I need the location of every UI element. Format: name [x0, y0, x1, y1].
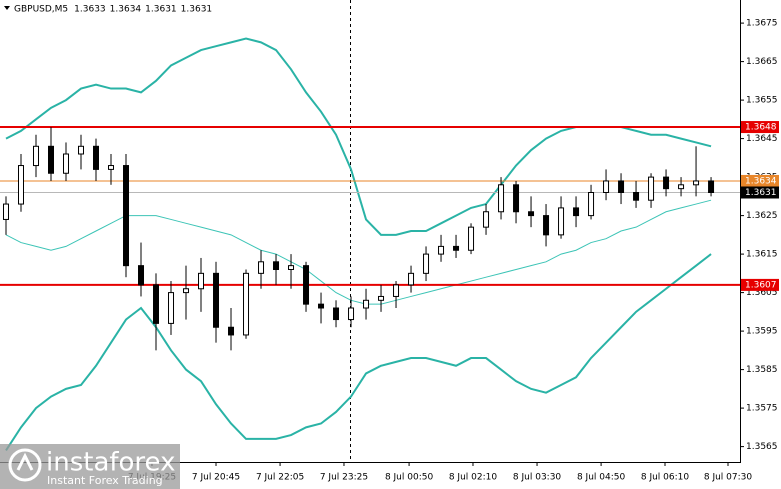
candle-body — [663, 176, 670, 190]
y-tick-label: 1.3605 — [746, 288, 778, 298]
plot-area — [0, 37, 740, 451]
y-tick-label: 1.3665 — [746, 57, 778, 67]
chart-title: GBPUSD,M5 — [14, 5, 68, 15]
candle-body — [228, 326, 235, 336]
candle-body — [213, 272, 220, 328]
candle-body — [633, 192, 640, 201]
menu-arrow — [4, 6, 10, 10]
candle-body — [393, 284, 400, 297]
candle-body — [603, 180, 610, 193]
candle-body — [78, 145, 85, 155]
candle-body — [318, 303, 325, 309]
title-value: 1.3631 — [145, 5, 177, 15]
x-tick-label: 7 Jul 22:05 — [256, 473, 304, 483]
y-tick-label: 1.3585 — [746, 365, 778, 375]
candle-body — [33, 145, 40, 167]
y-tick-label: 1.3655 — [746, 96, 778, 106]
candle-body — [648, 176, 655, 201]
y-tick-label: 1.3575 — [746, 404, 778, 414]
candle-body — [708, 180, 715, 193]
price-level-label: 1.3631 — [745, 188, 777, 198]
candle-body — [63, 153, 70, 174]
price-level-label-box — [741, 174, 779, 187]
x-tick-label: 8 Jul 03:30 — [513, 473, 562, 483]
candle-body — [18, 165, 25, 205]
candle-body — [198, 272, 205, 290]
x-tick-label: 8 Jul 02:10 — [449, 473, 498, 483]
price-level-label-box — [741, 278, 779, 291]
candle-body — [48, 145, 55, 174]
x-tick-label: 8 Jul 07:30 — [704, 473, 753, 483]
price-level-label-box — [741, 121, 779, 134]
candle-body — [108, 165, 115, 170]
candle-body — [138, 265, 145, 286]
candle-body — [558, 207, 565, 236]
candle-body — [93, 145, 100, 170]
candle-body — [543, 215, 550, 236]
title-value: 1.3631 — [181, 5, 213, 15]
candle-body — [498, 184, 505, 213]
candle-body — [468, 226, 475, 251]
candle-body — [618, 180, 625, 193]
title-value: 1.3634 — [110, 5, 142, 15]
candle-body — [273, 261, 280, 270]
candle-body — [453, 245, 460, 251]
candle-body — [123, 165, 130, 267]
title-value: 1.3633 — [74, 5, 106, 15]
candle-body — [243, 272, 250, 336]
y-tick-label: 1.3675 — [746, 19, 778, 29]
candle-body — [378, 295, 385, 301]
x-tick-label: 8 Jul 06:10 — [641, 473, 690, 483]
logo-icon-mark — [16, 452, 34, 471]
candle-body — [288, 265, 295, 270]
price-level-label-box — [741, 186, 779, 199]
candle-body — [513, 184, 520, 213]
candle-body — [153, 284, 160, 324]
candle-body — [348, 307, 355, 321]
price-level-label: 1.3648 — [745, 123, 777, 133]
logo-name: instaforex — [46, 448, 175, 478]
candle-body — [303, 265, 310, 305]
x-tick-label: 8 Jul 00:50 — [385, 473, 434, 483]
candle-body — [183, 288, 190, 294]
x-tick-label: 7 Jul 23:25 — [320, 473, 368, 483]
price-level-label: 1.3607 — [745, 280, 777, 290]
x-tick-label: 7 Jul 20:45 — [192, 473, 240, 483]
y-tick-label: 1.3615 — [746, 250, 778, 260]
candle-body — [423, 253, 430, 274]
candle-body — [693, 180, 700, 186]
y-tick-label: 1.3565 — [746, 442, 778, 452]
candle-body — [168, 292, 175, 324]
candle-body — [678, 184, 685, 190]
candle-body — [363, 299, 370, 309]
candle-body — [483, 211, 490, 228]
candle-body — [588, 192, 595, 217]
candle-body — [258, 261, 265, 274]
x-tick-label: 8 Jul 04:50 — [577, 473, 626, 483]
y-tick-label: 1.3625 — [746, 211, 778, 221]
logo-tagline: Instant Forex Trading — [47, 474, 163, 487]
candle-body — [408, 272, 415, 286]
logo-icon — [8, 448, 42, 482]
indicator-line — [5, 253, 712, 451]
logo: instaforex Instant Forex Trading — [0, 444, 180, 489]
candle-body — [528, 211, 535, 217]
candle-body — [573, 207, 580, 217]
candle-body — [438, 245, 445, 255]
candle-body — [3, 203, 10, 220]
price-level-label: 1.3634 — [745, 176, 777, 186]
axes: 1.36751.36651.36551.36451.36351.36251.36… — [128, 19, 779, 483]
candle-body — [333, 307, 340, 321]
y-tick-label: 1.3595 — [746, 327, 778, 337]
y-tick-label: 1.3645 — [746, 134, 778, 144]
